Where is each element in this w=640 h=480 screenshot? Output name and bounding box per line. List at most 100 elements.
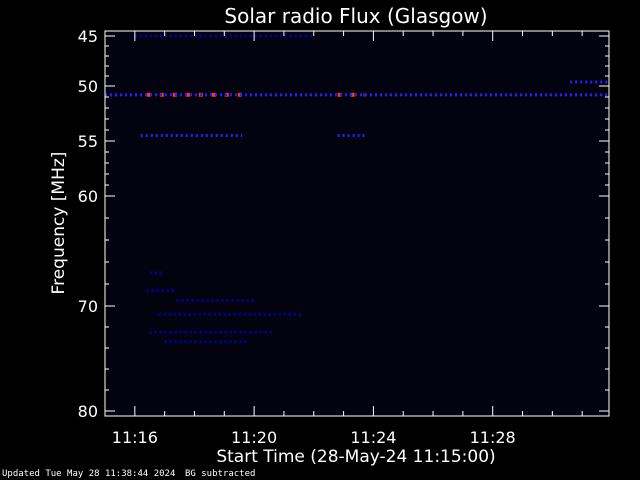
feature-mark bbox=[221, 299, 224, 302]
feature-mark bbox=[214, 340, 217, 344]
feature-mark bbox=[350, 92, 355, 97]
feature-mark bbox=[115, 93, 117, 97]
y-tick-label: 80 bbox=[78, 402, 98, 421]
feature-mark bbox=[174, 340, 177, 344]
feature-mark bbox=[151, 289, 154, 293]
feature-mark bbox=[244, 34, 247, 38]
feature-mark bbox=[485, 93, 487, 97]
feature-mark bbox=[158, 312, 161, 316]
feature-mark bbox=[171, 289, 174, 293]
feature-mark bbox=[274, 34, 277, 38]
feature-mark bbox=[178, 312, 181, 316]
feature-mark bbox=[290, 93, 292, 97]
x-tick-label: 11:28 bbox=[470, 428, 516, 447]
feature-mark bbox=[595, 80, 598, 84]
feature-mark bbox=[520, 93, 522, 97]
feature-mark bbox=[164, 340, 167, 344]
feature-mark bbox=[209, 34, 212, 38]
feature-mark bbox=[186, 299, 189, 302]
feature-cluster bbox=[149, 330, 272, 334]
feature-cluster bbox=[146, 289, 174, 293]
feature-mark bbox=[149, 271, 152, 275]
feature-mark bbox=[300, 93, 302, 97]
plot-area bbox=[105, 31, 609, 416]
feature-mark bbox=[243, 312, 246, 316]
feature-mark bbox=[179, 330, 182, 334]
feature-mark bbox=[200, 134, 203, 137]
feature-mark bbox=[189, 34, 192, 38]
feature-mark bbox=[237, 92, 242, 97]
feature-mark bbox=[260, 93, 262, 97]
feature-mark bbox=[223, 312, 226, 316]
feature-mark bbox=[259, 34, 262, 38]
feature-mark bbox=[365, 93, 367, 97]
feature-mark bbox=[530, 93, 532, 97]
feature-mark bbox=[240, 134, 243, 137]
feature-mark bbox=[265, 93, 267, 97]
feature-mark bbox=[515, 93, 517, 97]
feature-mark bbox=[293, 312, 296, 316]
feature-mark bbox=[234, 330, 237, 334]
feature-mark bbox=[201, 299, 204, 302]
feature-mark bbox=[234, 340, 237, 344]
feature-mark bbox=[105, 93, 107, 97]
feature-mark bbox=[220, 93, 222, 97]
feature-mark bbox=[204, 330, 207, 334]
feature-mark bbox=[250, 93, 252, 97]
y-tick-label: 70 bbox=[78, 297, 98, 316]
feature-cluster bbox=[176, 299, 254, 302]
feature-mark bbox=[209, 330, 212, 334]
feature-mark bbox=[224, 330, 227, 334]
feature-mark bbox=[600, 93, 602, 97]
feature-mark bbox=[199, 330, 202, 334]
feature-mark bbox=[380, 93, 382, 97]
feature-mark bbox=[144, 34, 147, 38]
feature-mark bbox=[184, 34, 187, 38]
feature-mark bbox=[229, 330, 232, 334]
feature-mark bbox=[248, 312, 251, 316]
feature-mark bbox=[233, 312, 236, 316]
feature-mark bbox=[337, 92, 342, 97]
feature-mark bbox=[255, 93, 257, 97]
feature-mark bbox=[205, 93, 207, 97]
feature-mark bbox=[565, 93, 567, 97]
feature-mark bbox=[224, 34, 227, 38]
feature-mark bbox=[315, 93, 317, 97]
feature-mark bbox=[194, 330, 197, 334]
feature-mark bbox=[320, 93, 322, 97]
feature-mark bbox=[130, 93, 132, 97]
feature-mark bbox=[288, 312, 291, 316]
feature-mark bbox=[595, 93, 597, 97]
feature-mark bbox=[244, 330, 247, 334]
feature-mark bbox=[234, 34, 237, 38]
feature-mark bbox=[605, 80, 608, 84]
feature-mark bbox=[159, 34, 162, 38]
feature-mark bbox=[470, 93, 472, 97]
feature-mark bbox=[145, 134, 148, 137]
feature-mark bbox=[268, 312, 271, 316]
feature-mark bbox=[190, 93, 192, 97]
feature-mark bbox=[174, 330, 177, 334]
feature-mark bbox=[179, 34, 182, 38]
feature-mark bbox=[299, 34, 302, 38]
feature-mark bbox=[206, 299, 209, 302]
feature-mark bbox=[259, 330, 262, 334]
feature-mark bbox=[585, 80, 588, 84]
feature-mark bbox=[203, 312, 206, 316]
feature-mark bbox=[305, 93, 307, 97]
feature-mark bbox=[213, 312, 216, 316]
feature-mark bbox=[570, 80, 573, 84]
y-axis-label: Frequency [MHz] bbox=[49, 152, 69, 295]
feature-line bbox=[105, 93, 607, 97]
feature-mark bbox=[240, 93, 242, 97]
feature-mark bbox=[189, 330, 192, 334]
feature-mark bbox=[475, 93, 477, 97]
feature-mark bbox=[600, 80, 603, 84]
feature-mark bbox=[215, 93, 217, 97]
feature-mark bbox=[435, 93, 437, 97]
feature-mark bbox=[330, 93, 332, 97]
feature-mark bbox=[194, 34, 197, 38]
feature-mark bbox=[159, 271, 162, 275]
feature-mark bbox=[246, 299, 249, 302]
feature-mark bbox=[251, 299, 254, 302]
